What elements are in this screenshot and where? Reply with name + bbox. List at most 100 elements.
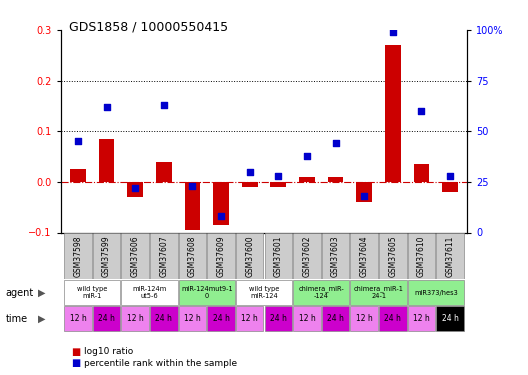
FancyBboxPatch shape: [293, 232, 320, 279]
FancyBboxPatch shape: [93, 306, 120, 332]
Bar: [156, 162, 172, 182]
Text: 24 h: 24 h: [327, 314, 344, 323]
Point: [159, 102, 168, 108]
Text: GSM37611: GSM37611: [446, 235, 455, 277]
Text: chimera_miR-
-124: chimera_miR- -124: [298, 286, 344, 299]
Bar: [99, 139, 115, 182]
FancyBboxPatch shape: [64, 232, 92, 279]
Text: wild type
miR-124: wild type miR-124: [249, 286, 279, 299]
Text: 12 h: 12 h: [241, 314, 258, 323]
Text: 12 h: 12 h: [70, 314, 86, 323]
Text: 24 h: 24 h: [213, 314, 230, 323]
Text: 24 h: 24 h: [155, 314, 172, 323]
Text: agent: agent: [5, 288, 34, 297]
FancyBboxPatch shape: [208, 232, 235, 279]
Text: 24 h: 24 h: [384, 314, 401, 323]
FancyBboxPatch shape: [379, 232, 407, 279]
FancyBboxPatch shape: [436, 306, 464, 332]
Text: log10 ratio: log10 ratio: [84, 347, 134, 356]
Bar: [413, 164, 429, 182]
Text: 12 h: 12 h: [184, 314, 201, 323]
FancyBboxPatch shape: [265, 232, 292, 279]
FancyBboxPatch shape: [121, 280, 177, 305]
FancyBboxPatch shape: [150, 306, 177, 332]
Text: miR373/hes3: miR373/hes3: [414, 290, 458, 296]
FancyBboxPatch shape: [178, 306, 206, 332]
Text: GSM37610: GSM37610: [417, 235, 426, 277]
Text: GSM37600: GSM37600: [245, 235, 254, 277]
Point: [131, 185, 139, 191]
Text: GSM37601: GSM37601: [274, 235, 283, 277]
FancyBboxPatch shape: [208, 306, 235, 332]
Point: [74, 138, 82, 144]
Bar: [242, 182, 258, 187]
Point: [102, 104, 111, 110]
FancyBboxPatch shape: [293, 306, 320, 332]
Text: wild type
miR-1: wild type miR-1: [77, 286, 107, 299]
Point: [332, 140, 340, 146]
Text: GSM37608: GSM37608: [188, 235, 197, 277]
Text: GSM37603: GSM37603: [331, 235, 340, 277]
Point: [360, 193, 369, 199]
FancyBboxPatch shape: [293, 280, 350, 305]
Bar: [70, 169, 86, 182]
Point: [217, 213, 225, 219]
Text: time: time: [5, 314, 27, 324]
FancyBboxPatch shape: [150, 232, 177, 279]
Text: 12 h: 12 h: [298, 314, 315, 323]
FancyBboxPatch shape: [351, 280, 407, 305]
Bar: [270, 182, 286, 187]
Text: ■: ■: [71, 347, 81, 357]
FancyBboxPatch shape: [236, 306, 263, 332]
Text: chimera_miR-1
24-1: chimera_miR-1 24-1: [354, 286, 403, 299]
Text: 24 h: 24 h: [98, 314, 115, 323]
Point: [303, 153, 311, 159]
FancyBboxPatch shape: [436, 232, 464, 279]
FancyBboxPatch shape: [121, 232, 149, 279]
FancyBboxPatch shape: [236, 232, 263, 279]
Text: 12 h: 12 h: [413, 314, 430, 323]
FancyBboxPatch shape: [121, 306, 149, 332]
Text: 12 h: 12 h: [127, 314, 144, 323]
FancyBboxPatch shape: [178, 280, 235, 305]
Text: percentile rank within the sample: percentile rank within the sample: [84, 358, 238, 368]
FancyBboxPatch shape: [351, 232, 378, 279]
Text: GSM37599: GSM37599: [102, 235, 111, 277]
Point: [274, 173, 282, 179]
Bar: [356, 182, 372, 202]
FancyBboxPatch shape: [178, 232, 206, 279]
Text: GSM37605: GSM37605: [388, 235, 398, 277]
FancyBboxPatch shape: [322, 306, 350, 332]
FancyBboxPatch shape: [408, 232, 435, 279]
Text: 12 h: 12 h: [356, 314, 373, 323]
Text: GDS1858 / 10000550415: GDS1858 / 10000550415: [69, 21, 228, 34]
Text: 24 h: 24 h: [441, 314, 458, 323]
Text: miR-124mut9-1
0: miR-124mut9-1 0: [181, 286, 232, 299]
Text: GSM37602: GSM37602: [303, 235, 312, 277]
FancyBboxPatch shape: [408, 306, 435, 332]
Text: ■: ■: [71, 358, 81, 368]
Text: miR-124m
ut5-6: miR-124m ut5-6: [133, 286, 167, 299]
Text: GSM37598: GSM37598: [73, 235, 82, 277]
FancyBboxPatch shape: [265, 306, 292, 332]
Bar: [213, 182, 229, 225]
Point: [389, 29, 397, 35]
Text: GSM37607: GSM37607: [159, 235, 168, 277]
Point: [188, 183, 196, 189]
FancyBboxPatch shape: [408, 280, 464, 305]
FancyBboxPatch shape: [351, 306, 378, 332]
Bar: [328, 177, 343, 182]
Bar: [385, 45, 401, 182]
Point: [246, 169, 254, 175]
Point: [417, 108, 426, 114]
FancyBboxPatch shape: [64, 306, 92, 332]
FancyBboxPatch shape: [64, 280, 120, 305]
Text: GSM37606: GSM37606: [130, 235, 140, 277]
Text: ▶: ▶: [38, 288, 45, 297]
FancyBboxPatch shape: [322, 232, 350, 279]
Bar: [442, 182, 458, 192]
Bar: [185, 182, 200, 230]
Bar: [127, 182, 143, 197]
Bar: [299, 177, 315, 182]
FancyBboxPatch shape: [93, 232, 120, 279]
